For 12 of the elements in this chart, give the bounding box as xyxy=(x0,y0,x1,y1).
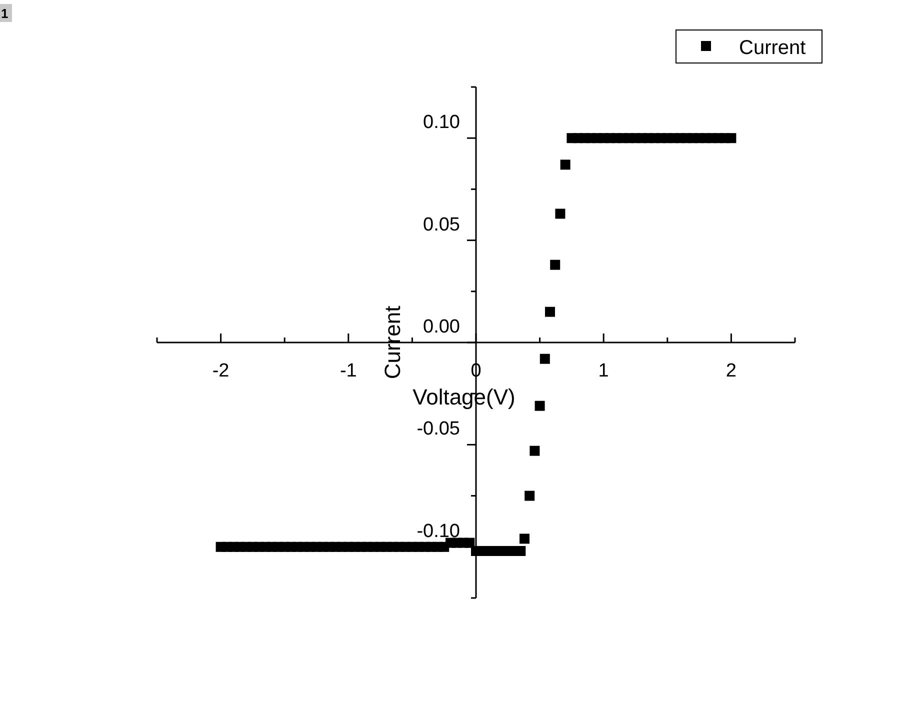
legend-label: Current xyxy=(739,37,806,59)
x-tick-label: -1 xyxy=(340,360,357,382)
y-tick-label: 0.00 xyxy=(423,316,460,338)
y-tick-label: -0.10 xyxy=(416,520,460,542)
text: 1 xyxy=(1,6,8,21)
y-tick-label: 0.05 xyxy=(423,214,460,236)
x-tick-label: 1 xyxy=(598,360,609,382)
y-axis-title: Current xyxy=(380,306,405,380)
x-tick-label: 2 xyxy=(726,360,736,382)
x-tick-label: -2 xyxy=(212,360,230,382)
y-tick-label: -0.05 xyxy=(416,418,460,440)
y-tick-label: 0.10 xyxy=(423,112,460,134)
